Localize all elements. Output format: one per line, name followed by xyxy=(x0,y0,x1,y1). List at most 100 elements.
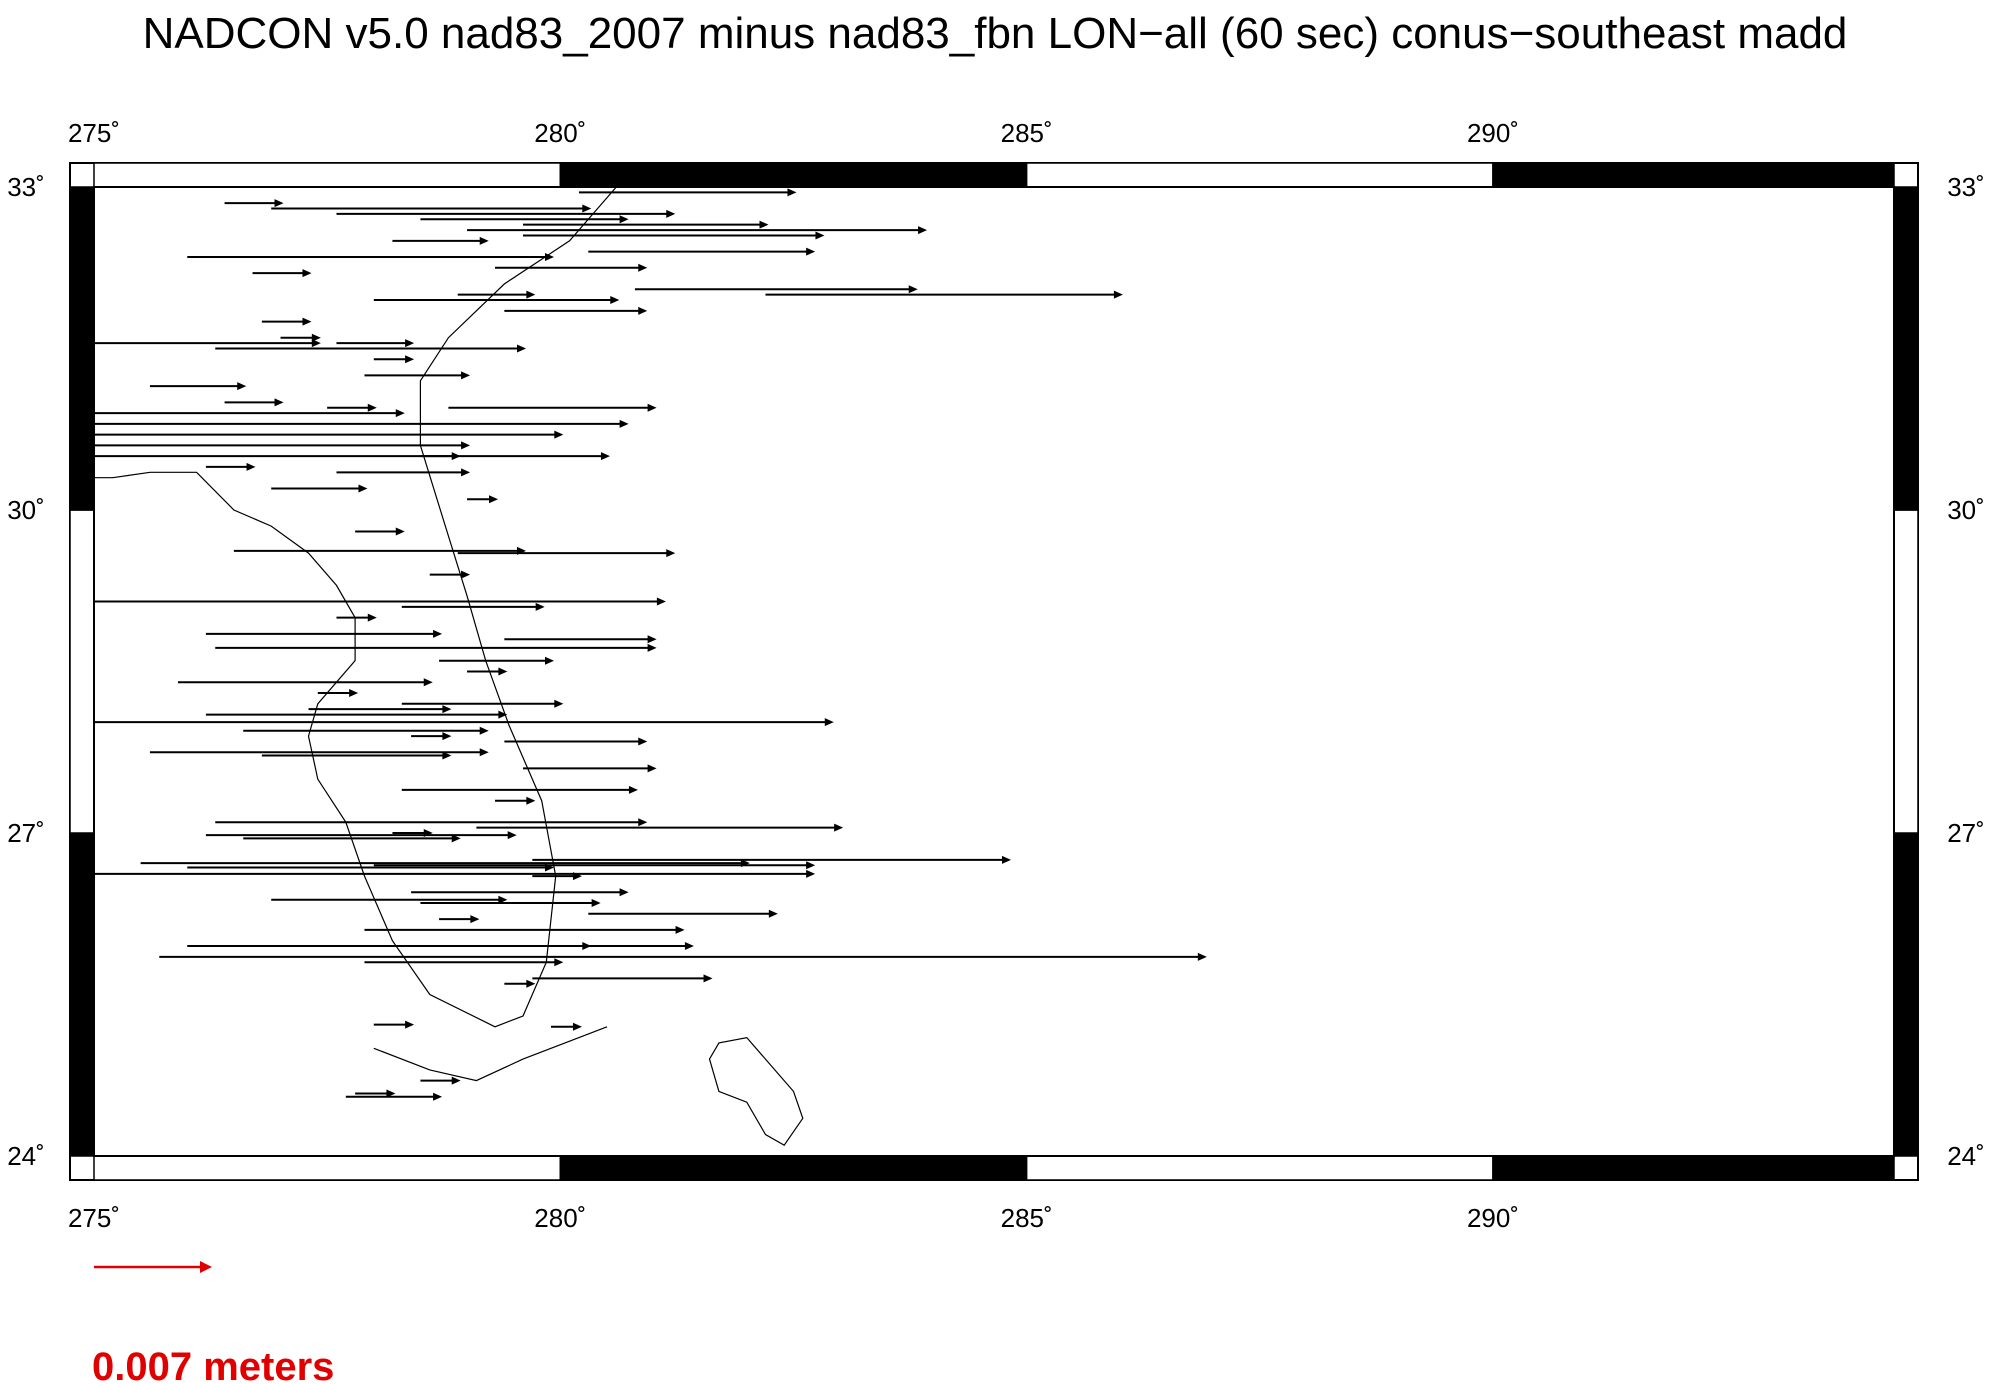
vector-arrow-head xyxy=(311,333,321,342)
map-area-border xyxy=(93,186,1895,1157)
vector-arrow-head xyxy=(311,339,321,348)
vector-arrow-head xyxy=(582,204,592,213)
axis-ticks: 275˚ 275˚ 280˚ 280˚ 285˚ 285˚ 290˚ 290˚ 24˚ 24˚ 27… xyxy=(7,118,1985,1233)
vector-arrow-head xyxy=(554,958,564,967)
vector-arrow-head xyxy=(517,344,527,353)
vector-arrow-head xyxy=(461,441,471,450)
vector-arrow-head xyxy=(451,834,461,843)
vector-arrow-head xyxy=(638,263,648,272)
vector-arrow-head xyxy=(759,220,769,229)
vector-arrow-head xyxy=(479,748,489,757)
vector-arrow-head xyxy=(507,831,517,840)
vector-arrow-head xyxy=(619,888,629,897)
vector-arrow-head xyxy=(684,942,694,951)
y-tick-label-left: 33˚ xyxy=(7,172,45,202)
vector-arrow-head xyxy=(638,818,648,827)
vector-arrow-head xyxy=(498,667,508,676)
vector-arrow-head xyxy=(479,236,489,245)
vector-arrow-head xyxy=(395,409,405,418)
vector-arrow-head xyxy=(656,597,666,606)
vector-arrow-head xyxy=(572,1022,582,1031)
frame-bar-left xyxy=(69,832,95,1157)
vector-arrow-head xyxy=(433,629,443,638)
chart-title: NADCON v5.0 nad83_2007 minus nad83_fbn L… xyxy=(143,9,1848,58)
vector-arrow-head xyxy=(405,339,415,348)
vector-arrow-head xyxy=(1113,290,1123,299)
florida-keys xyxy=(373,1026,608,1082)
vector-arrow-head xyxy=(526,979,536,988)
vector-arrow-head xyxy=(703,974,713,983)
vector-arrow-head xyxy=(274,398,284,407)
vector-arrow-head xyxy=(367,613,377,622)
frame-bar-bottom xyxy=(559,1155,1028,1181)
x-tick-label-bottom: 275˚ xyxy=(68,1203,120,1233)
vector-arrow-head xyxy=(600,452,610,461)
frame-bar-left xyxy=(69,509,95,834)
x-tick-label-top: 290˚ xyxy=(1467,118,1519,148)
frame-bar-bottom xyxy=(93,1155,562,1181)
vector-arrow-head xyxy=(442,705,452,714)
x-tick-label-bottom: 285˚ xyxy=(1001,1203,1053,1233)
vector-arrow-head xyxy=(554,430,564,439)
bahamas-island xyxy=(708,1036,804,1146)
vector-arrow-head xyxy=(918,226,928,235)
vector-arrow-head xyxy=(498,895,508,904)
y-tick-label-right: 24˚ xyxy=(1947,1141,1985,1171)
vector-arrow-head xyxy=(461,371,471,380)
vector-arrow-head xyxy=(647,764,657,773)
vector-arrow-head xyxy=(572,872,582,881)
vector-arrow-head xyxy=(246,462,256,471)
vector-arrow-head xyxy=(544,656,554,665)
coastline xyxy=(93,186,804,1146)
vector-arrow-head xyxy=(526,796,536,805)
vector-arrow-head xyxy=(367,403,377,412)
vector-arrow-head xyxy=(302,269,312,278)
frame-bar-top xyxy=(1025,162,1494,188)
x-tick-label-top: 285˚ xyxy=(1001,118,1053,148)
vector-arrow-head xyxy=(535,602,545,611)
vector-arrow-head xyxy=(647,643,657,652)
vector-arrow-head xyxy=(647,635,657,644)
scale-label: 0.007 meters xyxy=(92,1345,334,1384)
frame-bar-right xyxy=(1893,186,1919,511)
vector-arrow-head xyxy=(834,823,844,832)
vector-arrow-head xyxy=(395,527,405,536)
vector-arrow-head xyxy=(405,355,415,364)
vector-arrow-head xyxy=(1001,855,1011,864)
vector-arrow-head xyxy=(498,710,508,719)
vector-arrow-head xyxy=(666,549,676,558)
vector-arrow-head xyxy=(647,403,657,412)
scale-arrow-head xyxy=(200,1261,212,1273)
vector-arrow-head xyxy=(554,699,564,708)
vector-arrow-head xyxy=(806,869,816,878)
vector-arrow-head xyxy=(638,737,648,746)
frame-bar-bottom xyxy=(1492,1155,1895,1181)
vector-arrow-head xyxy=(358,484,368,493)
vector-arrow-head xyxy=(908,285,918,294)
vector-arrow-head xyxy=(386,1089,396,1098)
vector-arrow-head xyxy=(806,247,816,256)
vector-arrow-head xyxy=(461,570,471,579)
vector-arrow-head xyxy=(489,495,499,504)
vector-arrow-head xyxy=(405,1020,415,1029)
florida-coastline xyxy=(93,186,617,1028)
frame-bar-right xyxy=(1893,832,1919,1157)
vector-arrow-head xyxy=(274,199,284,208)
vector-arrow-head xyxy=(815,231,825,240)
x-tick-label-top: 275˚ xyxy=(68,118,120,148)
vector-arrow-head xyxy=(610,296,620,305)
map-frame xyxy=(69,162,1919,1181)
vector-arrow-head xyxy=(787,188,797,197)
y-tick-label-left: 30˚ xyxy=(7,495,45,525)
y-tick-label-left: 24˚ xyxy=(7,1141,45,1171)
frame-bar-top xyxy=(93,162,562,188)
vector-arrow-head xyxy=(423,829,433,837)
y-tick-label-right: 30˚ xyxy=(1947,495,1985,525)
y-tick-label-right: 27˚ xyxy=(1947,818,1985,848)
frame-bar-bottom xyxy=(1025,1155,1494,1181)
vector-arrow-head xyxy=(237,382,247,391)
vector-arrow-head xyxy=(619,419,629,428)
vector-arrow-head xyxy=(666,209,676,218)
vector-arrow-head xyxy=(442,732,452,741)
vector-arrow-head xyxy=(451,452,461,461)
